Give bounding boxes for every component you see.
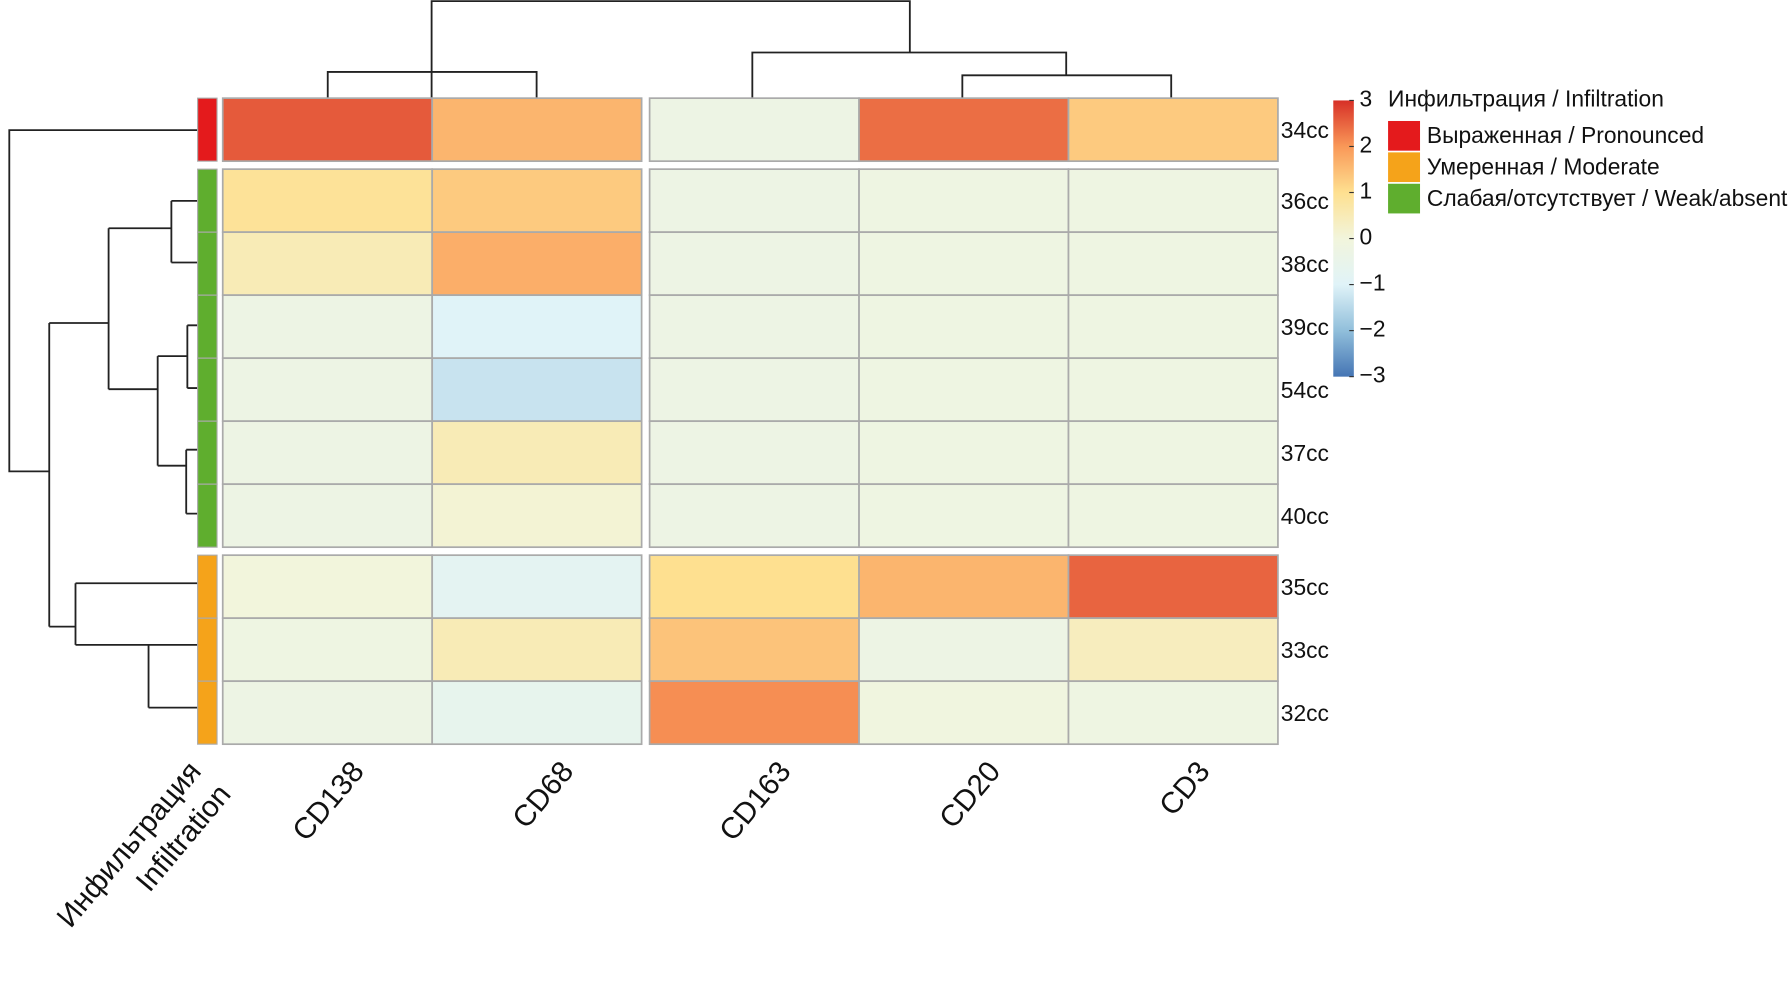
heatmap-cell [221, 617, 434, 683]
heatmap-cell [1067, 420, 1279, 486]
heatmap-cell [1067, 97, 1279, 163]
legend-label: Выраженная / Pronounced [1427, 122, 1704, 148]
row-dendrogram [8, 129, 198, 709]
heatmap-cell [431, 294, 643, 360]
heatmap-cell [648, 231, 860, 297]
heatmap-cell [221, 357, 434, 423]
annotation-cell [197, 617, 218, 682]
annotation-cell [197, 294, 218, 359]
heatmap-cell [648, 617, 860, 683]
heatmap-cell [431, 357, 643, 423]
column-label: CD20 [933, 755, 1007, 834]
legend-swatch [1388, 183, 1421, 214]
heatmap-cell [431, 231, 643, 297]
row-label: 39cc [1281, 314, 1329, 340]
annotation-cell [197, 680, 218, 745]
row-label: 35cc [1281, 574, 1329, 600]
colorbar-tick-label: −3 [1360, 362, 1386, 388]
heatmap-cell [431, 554, 643, 620]
legend-label: Слабая/отсутствует / Weak/absent [1427, 185, 1788, 211]
heatmap-cell [1067, 554, 1279, 620]
annotation-cell [197, 97, 218, 162]
row-label: 54cc [1281, 377, 1329, 403]
colorbar-tick-label: 2 [1360, 132, 1373, 158]
heatmap-cell [648, 357, 860, 423]
annotation-cell [197, 483, 218, 548]
heatmap-cell [648, 420, 860, 486]
colorbar-tick-label: −2 [1360, 316, 1386, 342]
colorbar-tick-label: 0 [1360, 224, 1373, 250]
heatmap-cell [431, 168, 643, 234]
heatmap-cell [431, 680, 643, 746]
heatmap-cell [858, 420, 1070, 486]
heatmap-cell [221, 680, 434, 746]
heatmap-cell [648, 483, 860, 549]
legend-swatch [1388, 152, 1421, 183]
heatmap-cell [221, 483, 434, 549]
heatmap-cell [431, 483, 643, 549]
column-label: CD138 [286, 755, 371, 847]
heatmap-cell [431, 97, 643, 163]
heatmap-cell [221, 231, 434, 297]
heatmap-cell [858, 231, 1070, 297]
heatmap-cell [221, 420, 434, 486]
heatmap-cell [858, 357, 1070, 423]
heatmap-cell [648, 680, 860, 746]
heatmap-cell [648, 554, 860, 620]
colorbar-tick-label: −1 [1360, 270, 1386, 296]
colorbar-tick-label: 1 [1360, 178, 1373, 204]
heatmap-cell [858, 483, 1070, 549]
heatmap-cell [648, 97, 860, 163]
legend-label: Умеренная / Moderate [1427, 153, 1660, 179]
colorbar [1333, 100, 1354, 377]
heatmap-cell [858, 617, 1070, 683]
row-label: 40cc [1281, 503, 1329, 529]
row-label: 34cc [1281, 117, 1329, 143]
column-label: CD163 [713, 755, 798, 847]
row-label: 32cc [1281, 700, 1329, 726]
heatmap-cell [858, 294, 1070, 360]
heatmap-cell [1067, 617, 1279, 683]
heatmap-cell [221, 97, 434, 163]
legend-title: Инфильтрация / Infiltration [1388, 85, 1664, 111]
heatmap-cell [648, 168, 860, 234]
colorbar-tick-label: 3 [1360, 85, 1373, 111]
heatmap-cell [858, 554, 1070, 620]
heatmap-cell [1067, 357, 1279, 423]
annotation-cell [197, 420, 218, 485]
heatmap-cell [858, 97, 1070, 163]
row-label: 33cc [1281, 637, 1329, 663]
column-label: CD3 [1153, 755, 1216, 822]
column-label: CD68 [506, 755, 580, 834]
annotation-cell [197, 554, 218, 619]
heatmap-cell [858, 680, 1070, 746]
annotation-cell [197, 231, 218, 296]
annotation-cell [197, 357, 218, 422]
heatmap-cell [858, 168, 1070, 234]
heatmap-cell [221, 168, 434, 234]
heatmap-cell [1067, 680, 1279, 746]
heatmap-cell [648, 294, 860, 360]
row-label: 36cc [1281, 188, 1329, 214]
row-label: 38cc [1281, 251, 1329, 277]
heatmap-cell [1067, 168, 1279, 234]
heatmap-cell [221, 294, 434, 360]
row-label: 37cc [1281, 440, 1329, 466]
annotation-cell [197, 168, 218, 233]
heatmap-cell [431, 420, 643, 486]
heatmap-cell [1067, 483, 1279, 549]
legend-swatch [1388, 120, 1421, 151]
heatmap-cell [1067, 231, 1279, 297]
heatmap-cell [1067, 294, 1279, 360]
heatmap-cell [431, 617, 643, 683]
heatmap-cell [221, 554, 434, 620]
column-dendrogram [326, 0, 1173, 99]
